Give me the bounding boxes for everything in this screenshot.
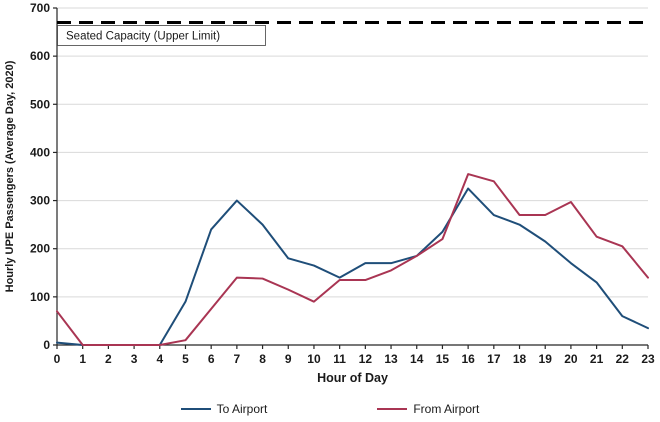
x-tick-label: 6 (208, 352, 215, 366)
x-tick-label: 18 (513, 352, 527, 366)
y-axis-title: Hourly UPE Passengers (Average Day, 2020… (4, 60, 16, 292)
x-tick-label: 9 (285, 352, 292, 366)
x-tick-label: 21 (590, 352, 604, 366)
seated-capacity-label: Seated Capacity (Upper Limit) (66, 30, 220, 42)
legend-label-to-airport: To Airport (216, 402, 268, 416)
x-tick-label: 7 (234, 352, 241, 366)
y-tick-label: 700 (30, 1, 50, 15)
x-tick-label: 3 (131, 352, 138, 366)
y-tick-label: 200 (30, 242, 50, 256)
x-tick-label: 0 (54, 352, 61, 366)
legend-item-from-airport: From Airport (377, 402, 479, 416)
seated-capacity-label-box (57, 25, 266, 46)
x-tick-label: 17 (487, 352, 501, 366)
series-line-to-airport (56, 187, 649, 346)
y-tick-label: 600 (30, 49, 50, 63)
x-tick-label: 10 (307, 352, 321, 366)
series-line-from-airport (56, 173, 649, 346)
y-tick-label: 100 (30, 290, 50, 304)
legend-label-from-airport: From Airport (413, 402, 480, 416)
legend-item-to-airport: To Airport (180, 402, 268, 416)
x-tick-label: 8 (259, 352, 266, 366)
x-tick-label: 16 (461, 352, 475, 366)
y-tick-label: 0 (43, 338, 50, 352)
from-airport-line-swatch (377, 408, 408, 410)
to-airport-line-swatch (180, 408, 211, 410)
x-tick-label: 5 (182, 352, 189, 366)
x-tick-label: 22 (616, 352, 630, 366)
x-tick-label: 13 (384, 352, 398, 366)
x-tick-label: 11 (333, 352, 346, 366)
x-tick-label: 23 (641, 352, 655, 366)
x-tick-label: 20 (564, 352, 578, 366)
x-tick-label: 15 (436, 352, 450, 366)
y-tick-label: 500 (30, 97, 50, 111)
x-tick-label: 1 (79, 352, 86, 366)
x-tick-label: 14 (410, 352, 424, 366)
x-tick-label: 19 (539, 352, 553, 366)
x-tick-label: 4 (156, 352, 163, 366)
y-tick-label: 300 (30, 194, 50, 208)
chart-legend: To Airport From Airport (0, 402, 660, 416)
x-axis-title: Hour of Day (317, 371, 388, 385)
x-tick-label: 2 (105, 352, 112, 366)
y-tick-label: 400 (30, 145, 50, 159)
x-tick-label: 12 (359, 352, 373, 366)
